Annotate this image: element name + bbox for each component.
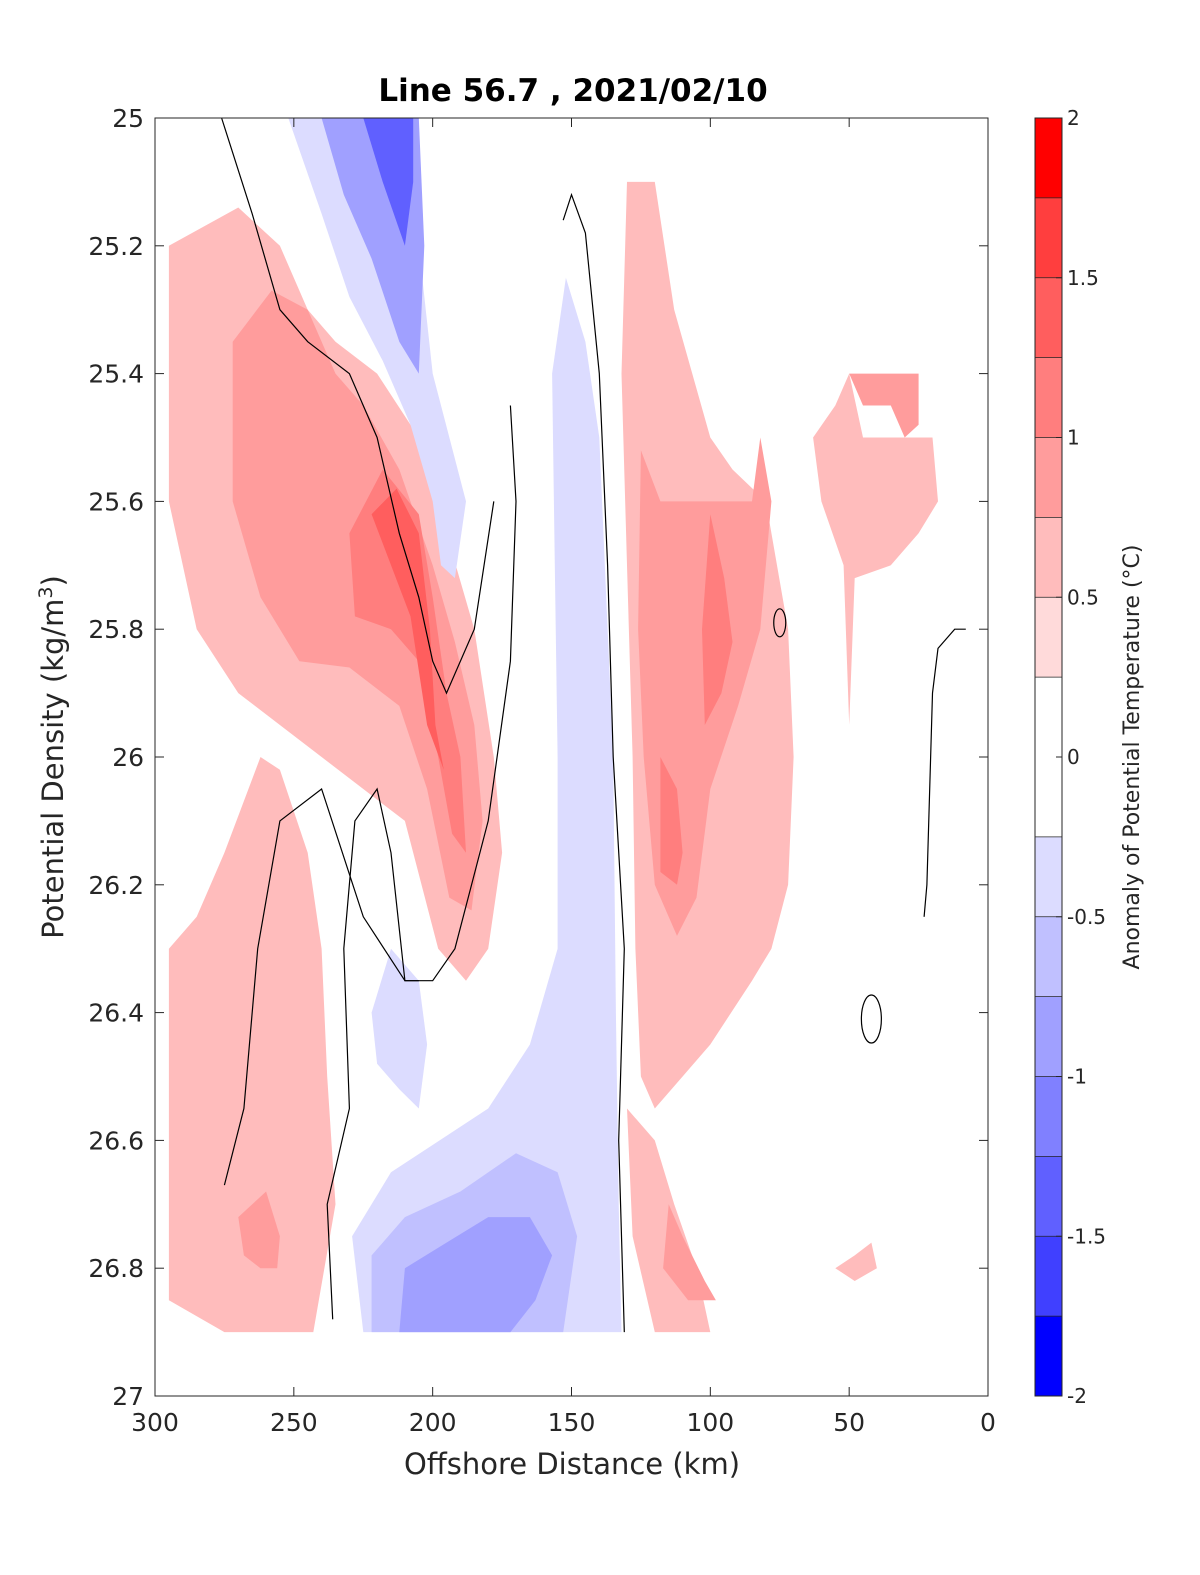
zero-contour-loop (773, 608, 787, 638)
contour-region-cold-top (288, 118, 466, 579)
colorbar-tick-label: 0 (1067, 745, 1080, 769)
contour-region-warm-small-near (835, 1242, 877, 1281)
colorbar-band (1035, 1076, 1062, 1157)
contour-region-cold-column (352, 277, 622, 1333)
colorbar-band (1035, 1156, 1062, 1237)
colorbar-band (1035, 357, 1062, 438)
colorbar-tick-label: -0.5 (1067, 905, 1106, 929)
colorbar-label: Anomaly of Potential Temperature (°C) (1120, 545, 1145, 970)
y-axis-label-text: Potential Density (kg/m (36, 599, 70, 939)
x-tick-label: 200 (409, 1408, 457, 1437)
colorbar (1034, 117, 1063, 1397)
y-axis-label-superscript: 3 (35, 586, 57, 598)
colorbar-band (1035, 197, 1062, 278)
x-tick-label: 150 (548, 1408, 596, 1437)
zero-contour-line (562, 192, 625, 1333)
zero-contour-loop (860, 994, 882, 1044)
x-tick-label: 50 (833, 1408, 865, 1437)
contour-region-warm-deep-offshore (168, 757, 336, 1333)
colorbar-band (1035, 517, 1062, 598)
contour-region-warm-coastal-high (702, 514, 733, 725)
contour-fills (168, 118, 938, 1333)
contour-region-cold-top-max (363, 118, 414, 246)
colorbar-band (1035, 916, 1062, 997)
y-tick-label: 26.8 (88, 1254, 144, 1283)
contour-region-warm-offshore-high (349, 469, 466, 853)
colorbar-tick-label: -2 (1067, 1384, 1087, 1408)
contour-region-warm-offshore-max (371, 488, 444, 770)
y-tick-label: 26.2 (88, 871, 144, 900)
contour-region-cold-small-blob (371, 948, 428, 1109)
x-tick-label: 100 (686, 1408, 734, 1437)
colorbar-tick-label: -1.5 (1067, 1224, 1106, 1248)
contour-region-warm-deep-offshore-high (238, 1191, 280, 1269)
colorbar-tick-label: 0.5 (1067, 585, 1099, 609)
y-tick-label: 25 (112, 104, 144, 133)
colorbar-band (1035, 996, 1062, 1077)
colorbar-ticks: 2 1.5 1 0.5 0 -0.5 -1 -1.5 -2 (1056, 106, 1106, 1408)
contour-region-warm-deep-coastal-high (663, 1204, 716, 1301)
zero-contour-line (326, 787, 419, 1320)
zero-contour-line (923, 628, 966, 917)
contour-region-warm-coastal-high-2 (660, 757, 683, 885)
x-tick-label: 300 (131, 1408, 179, 1437)
y-axis-label-close: ) (36, 575, 70, 586)
colorbar-band (1035, 277, 1062, 358)
colorbar-tick-label: -1 (1067, 1065, 1087, 1089)
y-tick-label: 26 (112, 743, 144, 772)
colorbar-band (1035, 836, 1062, 917)
colorbar-band (1035, 118, 1062, 198)
contour-region-warm-nearshore (813, 373, 938, 725)
x-tick-label: 250 (270, 1408, 318, 1437)
x-axis-ticks: 300 250 200 150 100 50 0 (131, 118, 996, 1437)
colorbar-band (1035, 1316, 1062, 1396)
contour-region-warm-nearshore-high (849, 373, 919, 438)
colorbar-band (1035, 1236, 1062, 1317)
y-tick-label: 25.6 (88, 487, 144, 516)
contour-region-cold-bottom-max (399, 1217, 553, 1333)
colorbar-tick-label: 1.5 (1067, 266, 1099, 290)
y-axis-label: Potential Density (kg/m3) (35, 575, 70, 939)
colorbar-tick-label: 1 (1067, 426, 1080, 450)
zero-contour-line (221, 117, 495, 695)
plot-area: 300 250 200 150 100 50 0 2525.225.425.625.8262… (88, 104, 996, 1437)
x-axis-label: Offshore Distance (km) (404, 1447, 740, 1481)
chart-title: Line 56.7 , 2021/02/10 (378, 73, 767, 109)
zero-contour-lines (221, 117, 966, 1333)
colorbar-band (1035, 597, 1062, 678)
y-tick-label: 25.2 (88, 232, 144, 261)
y-tick-label: 26.4 (88, 999, 144, 1028)
y-axis-ticks: 25 25.2 25.4 25.6 25.8 26 26.2 26.4 26.6 26.8 27 (88, 104, 988, 1411)
colorbar-band (1035, 437, 1062, 518)
colorbar-tick-label: 2 (1067, 106, 1080, 130)
y-tick-label: 26.6 (88, 1126, 144, 1155)
y-tick-label: 25.8 (88, 615, 144, 644)
y-tick-label: 25.4 (88, 360, 144, 389)
y-tick-label: 27 (112, 1382, 144, 1411)
x-tick-label: 0 (980, 1408, 996, 1437)
